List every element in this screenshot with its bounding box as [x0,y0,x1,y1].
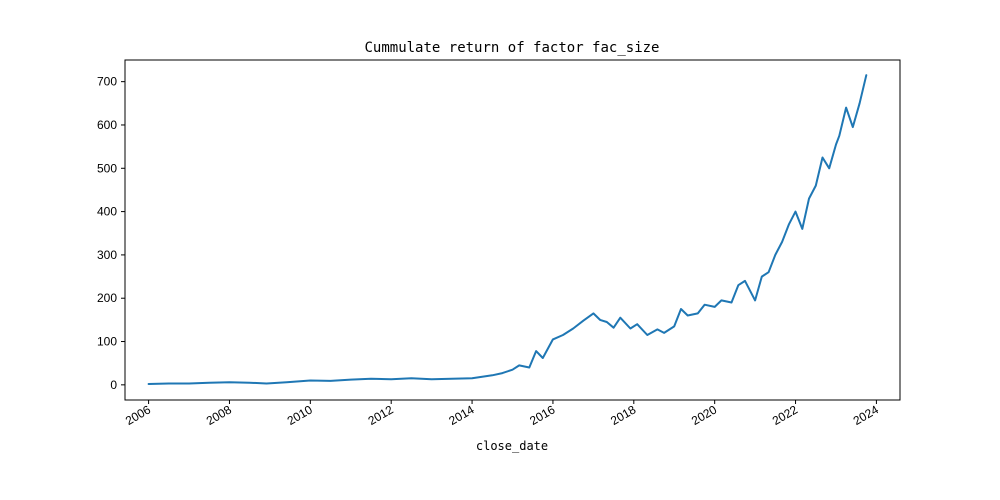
y-tick-label: 400 [97,205,117,219]
y-axis-ticks: 0 100 200 300 400 500 600 700 [97,75,125,392]
x-tick-label: 2006 [123,402,153,428]
x-tick-label: 2012 [366,402,396,428]
y-tick-label: 100 [97,335,117,349]
y-tick-label: 700 [97,75,117,89]
x-axis-label: close_date [476,439,548,453]
y-tick-label: 200 [97,291,117,305]
cumulative-return-line [147,74,868,385]
x-tick-label: 2020 [689,402,719,428]
y-tick-label: 500 [97,161,117,175]
x-tick-label: 2022 [770,402,800,428]
x-tick-label: 2010 [285,402,315,428]
x-tick-label: 2024 [851,402,881,428]
x-axis-ticks: 2006 2008 2010 2012 2014 2016 2018 2020 2022 2024 [123,400,881,428]
x-tick-label: 2008 [204,402,234,428]
y-tick-label: 0 [110,378,117,392]
x-tick-label: 2018 [608,402,638,428]
x-tick-label: 2014 [446,402,476,428]
plot-area-frame [124,59,901,401]
y-tick-label: 600 [97,118,117,132]
chart-title: Cummulate return of factor fac_size [364,40,659,56]
y-tick-label: 300 [97,248,117,262]
x-tick-label: 2016 [527,402,557,428]
